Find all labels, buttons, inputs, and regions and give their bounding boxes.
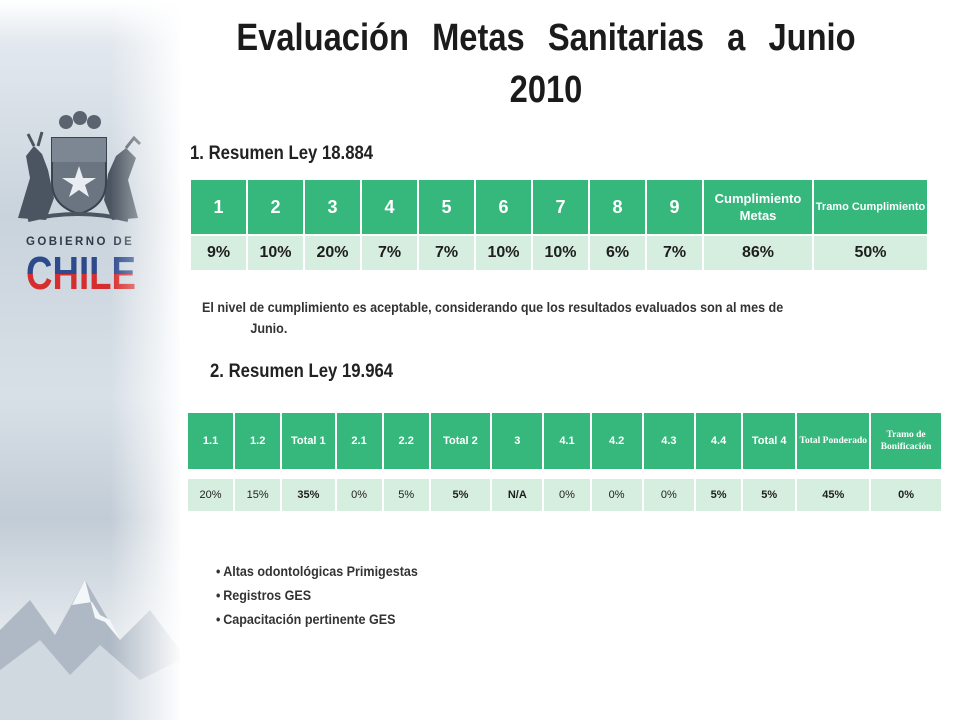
table-cell: N/A <box>490 477 545 513</box>
table-header-cell: 1 <box>189 178 248 236</box>
table-cell: 0% <box>869 477 943 513</box>
table-cell: 10% <box>246 234 305 272</box>
ley-18884-table: 1 2 3 4 5 6 7 8 9 Cumplimiento Metas Tra… <box>189 178 929 272</box>
table-cell: 0% <box>334 477 384 513</box>
list-item-text: Altas odontológicas Primigestas <box>223 564 418 579</box>
table-cell: 35% <box>280 477 337 513</box>
table-cell: 5% <box>693 477 744 513</box>
table-header-cell: 4.2 <box>589 411 644 471</box>
section-1-heading: 1. Resumen Ley 18.884 <box>190 143 374 164</box>
table-cell: 50% <box>812 234 929 272</box>
table-cell: 5% <box>381 477 431 513</box>
table-row: 20% 15% 35% 0% 5% 5% N/A 0% 0% 0% 5% 5% … <box>185 477 943 513</box>
table-header-cell: 2.1 <box>334 411 384 471</box>
table-header-cell: 5 <box>417 178 476 236</box>
table-header-row: 1 2 3 4 5 6 7 8 9 Cumplimiento Metas Tra… <box>189 178 929 236</box>
title-line-2: 2010 <box>509 69 583 111</box>
table-cell: 86% <box>702 234 814 272</box>
table-header-cell: Total 1 <box>280 411 337 471</box>
table-header-cell: 3 <box>303 178 362 236</box>
list-item-text: Registros GES <box>223 588 312 603</box>
chile-logo: CHILE <box>26 251 136 293</box>
table-spacer <box>187 470 942 478</box>
table-cell: 45% <box>795 477 872 513</box>
bullet-marker: • <box>216 564 221 579</box>
list-item: • Altas odontológicas Primigestas <box>216 562 418 586</box>
section-2-heading: 2. Resumen Ley 19.964 <box>210 361 394 382</box>
table-header-cell: 9 <box>645 178 704 236</box>
list-item-text: Capacitación pertinente GES <box>223 612 396 627</box>
table-cell: 9% <box>189 234 248 272</box>
table-cell: 7% <box>645 234 704 272</box>
table-header-cell: 1.2 <box>233 411 283 471</box>
bullet-marker: • <box>216 588 221 603</box>
title-line-1: Evaluación Metas Sanitarias a Junio <box>236 17 856 59</box>
table-cell: 7% <box>360 234 419 272</box>
table-header-cell: 6 <box>474 178 533 236</box>
table-header-cell: Tramo Cumplimiento <box>812 178 929 236</box>
table-header-cell: Total 2 <box>428 411 493 471</box>
compliance-note: El nivel de cumplimiento es aceptable, c… <box>202 297 872 339</box>
table-header-cell: Tramo de Bonificación <box>869 411 943 471</box>
ley-19964-table: 1.1 1.2 Total 1 2.1 2.2 Total 2 3 4.1 4.… <box>185 411 943 513</box>
table-row: 9% 10% 20% 7% 7% 10% 10% 6% 7% 86% 50% <box>189 234 929 272</box>
page-title: Evaluación Metas Sanitarias a Junio 2010 <box>236 12 855 116</box>
table-cell: 0% <box>641 477 696 513</box>
table-cell: 10% <box>531 234 590 272</box>
table-header-cell: Total Ponderado <box>795 411 872 471</box>
table-header-cell: 8 <box>588 178 647 236</box>
table-cell: 0% <box>542 477 592 513</box>
table-header-cell: 2.2 <box>381 411 431 471</box>
table-header-cell: Total 4 <box>741 411 798 471</box>
table-header-cell: 4.3 <box>641 411 696 471</box>
table-header-cell: Cumplimiento Metas <box>702 178 814 236</box>
note-line-2: Junio. <box>250 321 288 336</box>
table-header-cell: 2 <box>246 178 305 236</box>
table-header-cell: 3 <box>490 411 545 471</box>
table-cell: 6% <box>588 234 647 272</box>
table-header-cell: 7 <box>531 178 590 236</box>
table-header-cell: 4 <box>360 178 419 236</box>
table-cell: 20% <box>303 234 362 272</box>
coat-of-arms-icon <box>18 111 142 222</box>
gobierno-label: GOBIERNO DE <box>26 236 135 248</box>
table-cell: 7% <box>417 234 476 272</box>
table-cell: 5% <box>428 477 493 513</box>
list-item: • Capacitación pertinente GES <box>216 610 418 634</box>
note-line-1: El nivel de cumplimiento es aceptable, c… <box>202 300 784 315</box>
table-cell: 15% <box>233 477 283 513</box>
bullet-marker: • <box>216 612 221 627</box>
table-header-cell: 4.4 <box>693 411 744 471</box>
sidebar-banner: GOBIERNO DE CHILE <box>0 0 180 720</box>
table-cell: 10% <box>474 234 533 272</box>
table-cell: 0% <box>589 477 644 513</box>
table-cell: 20% <box>185 477 236 513</box>
table-cell: 5% <box>741 477 798 513</box>
table-header-row: 1.1 1.2 Total 1 2.1 2.2 Total 2 3 4.1 4.… <box>185 411 943 471</box>
bullet-list: • Altas odontológicas Primigestas • Regist… <box>216 562 433 634</box>
table-header-cell: 1.1 <box>185 411 236 471</box>
mountains-image <box>0 580 180 720</box>
list-item: • Registros GES <box>216 586 418 610</box>
table-header-cell: 4.1 <box>542 411 592 471</box>
